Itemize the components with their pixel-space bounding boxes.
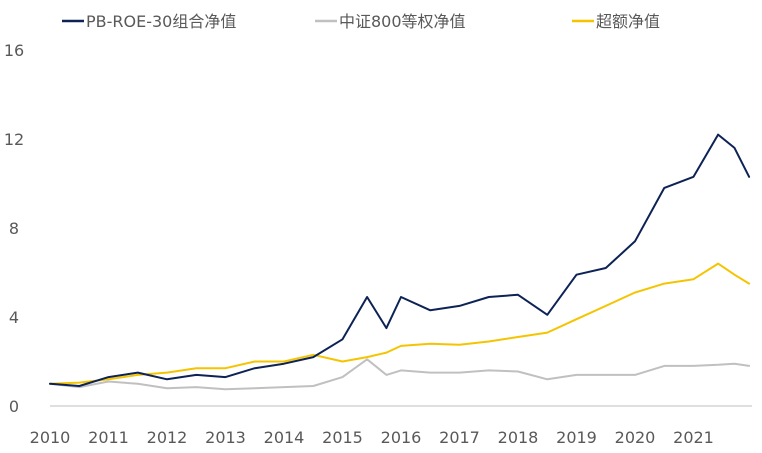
x-axis-ticks: 2010 2011 2012 2013 2014 2015 2016 2017 2018 2019…	[30, 428, 714, 447]
x-tick-label: 2012	[147, 428, 188, 447]
x-tick-label: 2020	[615, 428, 656, 447]
legend-label: PB-ROE-30组合净值	[86, 12, 236, 31]
series-line	[49, 358, 751, 391]
x-tick-label: 2015	[322, 428, 363, 447]
x-tick-label: 2010	[30, 428, 71, 447]
y-tick-label: 16	[4, 41, 24, 60]
x-tick-label: 2017	[439, 428, 480, 447]
legend: PB-ROE-30组合净值 中证800等权净值 超额净值	[62, 12, 660, 31]
x-tick-label: 2013	[205, 428, 246, 447]
y-tick-label: 12	[4, 130, 24, 149]
x-tick-label: 2016	[381, 428, 422, 447]
y-tick-label: 8	[9, 219, 19, 238]
legend-label: 中证800等权净值	[339, 12, 466, 31]
x-tick-label: 2014	[264, 428, 305, 447]
series-line	[49, 133, 751, 387]
series-line	[49, 262, 751, 385]
y-axis-ticks: 0 4 8 12 16	[4, 41, 24, 416]
x-tick-label: 2018	[498, 428, 539, 447]
x-tick-label: 2021	[673, 428, 714, 447]
y-tick-label: 0	[9, 397, 19, 416]
legend-label: 超额净值	[596, 12, 660, 31]
series-lines	[49, 133, 751, 391]
x-tick-label: 2019	[556, 428, 597, 447]
y-tick-label: 4	[9, 308, 19, 327]
x-tick-label: 2011	[88, 428, 129, 447]
